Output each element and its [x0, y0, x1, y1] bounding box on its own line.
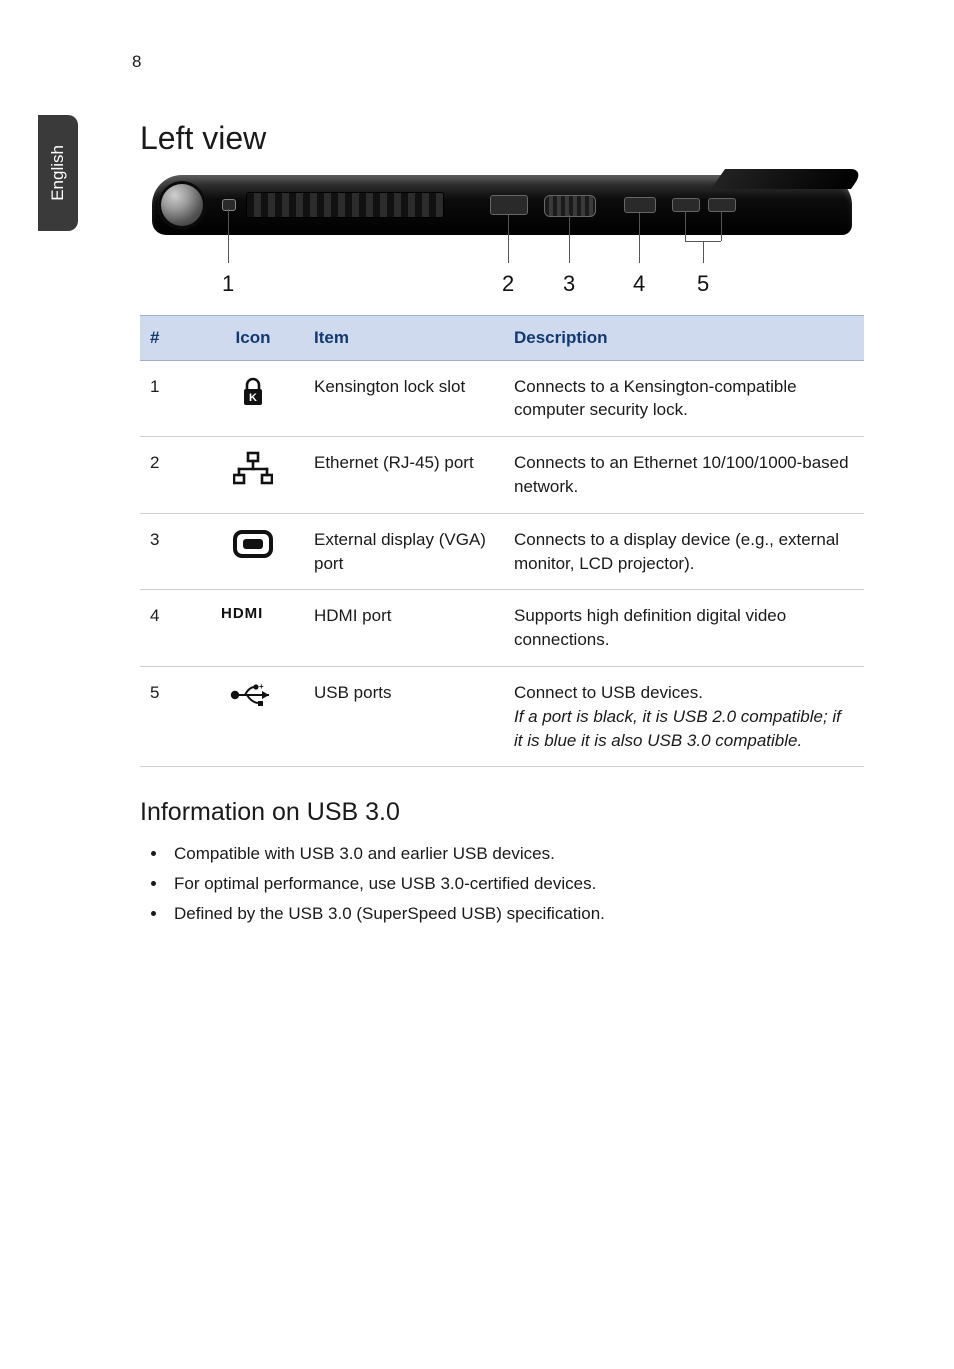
- table-row: 4 HDMI HDMI port Supports high definitio…: [140, 590, 864, 667]
- page-number: 8: [132, 50, 141, 74]
- cell-item: Kensington lock slot: [304, 360, 504, 437]
- laptop-vent: [246, 192, 444, 218]
- port-hdmi: [624, 197, 656, 213]
- port-ethernet: [490, 195, 528, 215]
- ports-table: # Icon Item Description 1 K: [140, 315, 864, 768]
- cell-num: 5: [140, 666, 202, 766]
- callout-number: 5: [697, 269, 709, 300]
- cell-desc: Connects to an Ethernet 10/100/1000-base…: [504, 437, 864, 514]
- svg-text:+: +: [259, 682, 264, 691]
- cell-icon: HDMI: [202, 590, 304, 667]
- table-row: 5 +: [140, 666, 864, 766]
- callout-line: [228, 209, 229, 263]
- kensington-lock-icon: K: [238, 375, 268, 416]
- callout-line: [639, 213, 640, 263]
- callout-number: 4: [633, 269, 645, 300]
- table-row: 1 K Kensington lock slot Connects to a K…: [140, 360, 864, 437]
- ethernet-icon: [233, 451, 273, 492]
- usb3-info-list: Compatible with USB 3.0 and earlier USB …: [140, 842, 864, 925]
- svg-text:K: K: [249, 392, 257, 404]
- callout-number: 2: [502, 269, 514, 300]
- cell-desc-text: Connect to USB devices.: [514, 683, 703, 702]
- usb-icon: +: [229, 681, 277, 716]
- cell-icon: K: [202, 360, 304, 437]
- vga-icon: [231, 528, 275, 567]
- header-num: #: [140, 315, 202, 360]
- table-header-row: # Icon Item Description: [140, 315, 864, 360]
- svg-text:HDMI: HDMI: [221, 605, 263, 621]
- cell-icon: [202, 437, 304, 514]
- page: 8 English Left view 1 2 3 4 5 #: [0, 0, 954, 1369]
- cell-num: 4: [140, 590, 202, 667]
- cell-item: External display (VGA) port: [304, 513, 504, 590]
- header-item: Item: [304, 315, 504, 360]
- hdmi-icon: HDMI: [221, 604, 285, 628]
- header-desc: Description: [504, 315, 864, 360]
- list-item: For optimal performance, use USB 3.0-cer…: [168, 872, 864, 896]
- callout-line: [721, 211, 722, 241]
- cell-desc: Connects to a Kensington-compatible comp…: [504, 360, 864, 437]
- cell-num: 1: [140, 360, 202, 437]
- cell-num: 3: [140, 513, 202, 590]
- cell-desc-note: If a port is black, it is USB 2.0 compat…: [514, 707, 841, 750]
- list-item: Defined by the USB 3.0 (SuperSpeed USB) …: [168, 902, 864, 926]
- cell-num: 2: [140, 437, 202, 514]
- section-title: Left view: [140, 116, 864, 161]
- port-usb-2: [708, 198, 736, 212]
- port-usb-1: [672, 198, 700, 212]
- cell-item: Ethernet (RJ-45) port: [304, 437, 504, 514]
- cell-desc: Supports high definition digital video c…: [504, 590, 864, 667]
- list-item: Compatible with USB 3.0 and earlier USB …: [168, 842, 864, 866]
- cell-desc: Connects to a display device (e.g., exte…: [504, 513, 864, 590]
- port-kensington: [222, 199, 236, 211]
- laptop-hinge: [158, 181, 206, 229]
- table-row: 3 External display (VGA) port Connects t…: [140, 513, 864, 590]
- language-tab: English: [38, 115, 78, 231]
- cell-item: HDMI port: [304, 590, 504, 667]
- callout-line: [703, 241, 704, 263]
- callout-number: 3: [563, 269, 575, 300]
- laptop-lid: [711, 169, 865, 189]
- cell-desc: Connect to USB devices. If a port is bla…: [504, 666, 864, 766]
- callout-line: [508, 215, 509, 263]
- laptop-left-view-figure: 1 2 3 4 5: [152, 175, 852, 305]
- port-vga: [544, 195, 596, 217]
- callout-number: 1: [222, 269, 234, 300]
- table-row: 2: [140, 437, 864, 514]
- language-tab-label: English: [46, 145, 70, 201]
- subsection-title: Information on USB 3.0: [140, 795, 864, 830]
- cell-item: USB ports: [304, 666, 504, 766]
- cell-icon: +: [202, 666, 304, 766]
- cell-icon: [202, 513, 304, 590]
- callout-line: [569, 215, 570, 263]
- callout-line: [685, 211, 686, 241]
- header-icon: Icon: [202, 315, 304, 360]
